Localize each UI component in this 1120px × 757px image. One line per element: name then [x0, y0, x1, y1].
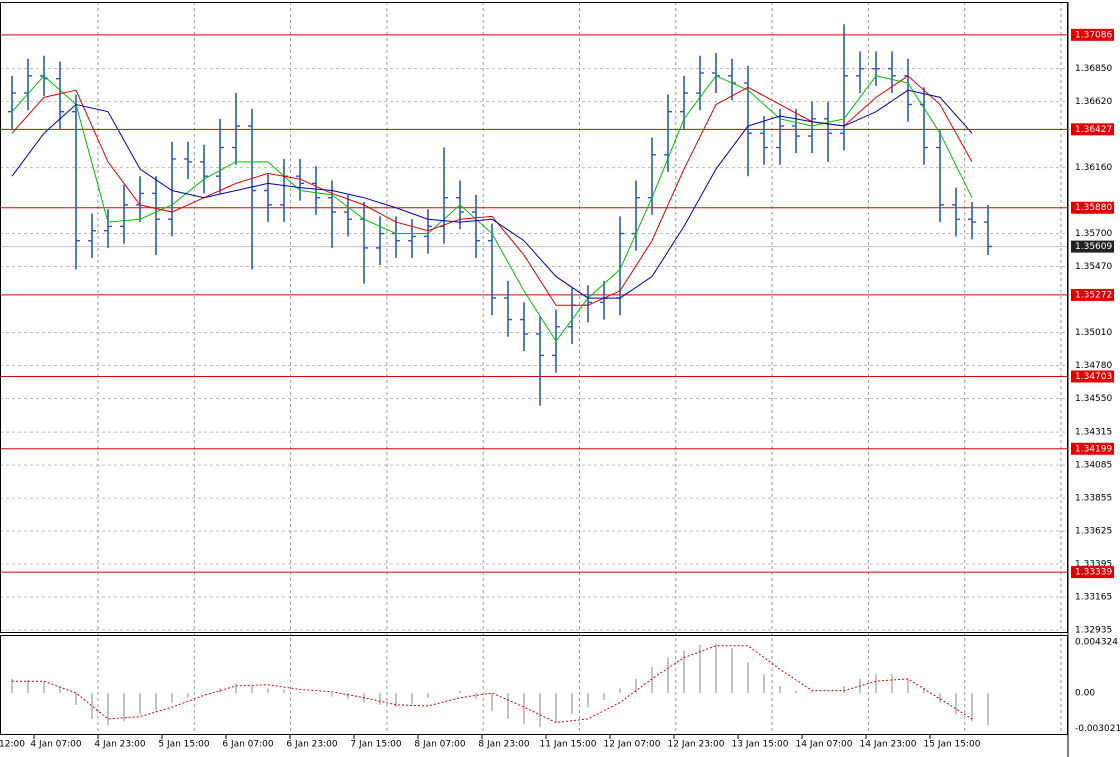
y-tick-label: 1.36850	[1075, 64, 1112, 74]
x-tick-label: 12 Jan 07:00	[604, 740, 661, 750]
level-label: 1.34199	[1075, 444, 1112, 454]
x-tick-label: 4 Jan 07:00	[30, 740, 82, 750]
x-tick-label: 6 Jan 23:00	[286, 740, 338, 750]
x-tick-label: 8 Jan 07:00	[414, 740, 466, 750]
moving-average	[11, 89, 973, 299]
y-tick-label: 0.004324	[1075, 637, 1118, 647]
x-tick-label: 7 Jan 15:00	[350, 740, 402, 750]
x-tick-label: 11 Jan 15:00	[540, 740, 597, 750]
y-tick-label: 1.34550	[1075, 394, 1112, 404]
y-tick-label: 1.33395	[1075, 560, 1112, 570]
level-label: 1.34703	[1075, 372, 1112, 382]
y-tick-label: 1.35470	[1075, 262, 1112, 272]
level-label: 1.35272	[1075, 290, 1112, 300]
x-tick-label: 13 Jan 15:00	[732, 740, 789, 750]
level-label: 1.33339	[1075, 568, 1112, 578]
x-tick-label: 14 Jan 07:00	[796, 740, 853, 750]
level-label-box	[1071, 566, 1114, 579]
y-tick-label: 1.33165	[1075, 593, 1112, 603]
x-tick-label: 14 Jan 23:00	[860, 740, 917, 750]
level-label-box	[1071, 123, 1114, 136]
x-tick-label: 12 Jan 23:00	[668, 740, 725, 750]
last-price-label: 1.35609	[1075, 242, 1112, 252]
level-label-box	[1071, 28, 1114, 41]
y-tick-label: 0.00	[1075, 688, 1095, 698]
level-label: 1.36427	[1075, 125, 1112, 135]
y-tick-label: 1.35700	[1075, 229, 1112, 239]
x-tick-label: 15 Jan 15:00	[924, 740, 981, 750]
x-tick-label: 4 Jan 23:00	[94, 740, 146, 750]
y-tick-label: 1.34315	[1075, 428, 1112, 438]
y-tick-label: 1.34085	[1075, 461, 1112, 471]
last-price-box	[1071, 240, 1114, 253]
y-tick-label: 1.35010	[1075, 328, 1112, 338]
level-label: 1.35880	[1075, 203, 1112, 213]
level-label-box	[1071, 442, 1114, 455]
signal-line	[12, 645, 973, 724]
y-tick-label: 1.34780	[1075, 361, 1112, 371]
level-label: 1.37086	[1075, 30, 1112, 40]
y-tick-label: 1.32935	[1075, 625, 1112, 635]
x-tick-label: 5 Jan 15:00	[158, 740, 210, 750]
x-tick-label: 8 Jan 23:00	[478, 740, 530, 750]
y-tick-label: 1.36160	[1075, 163, 1112, 173]
x-tick-label: 6 Jan 07:00	[222, 740, 274, 750]
y-tick-label: -0.003021	[1075, 724, 1120, 734]
x-tick-label: 12:00	[0, 740, 25, 750]
moving-average	[11, 75, 973, 342]
y-tick-label: 1.36620	[1075, 97, 1112, 107]
level-label-box	[1071, 370, 1114, 383]
level-label-box	[1071, 201, 1114, 214]
y-tick-label: 1.33855	[1075, 494, 1112, 504]
level-label-box	[1071, 288, 1114, 301]
y-tick-label: 1.33625	[1075, 527, 1112, 537]
